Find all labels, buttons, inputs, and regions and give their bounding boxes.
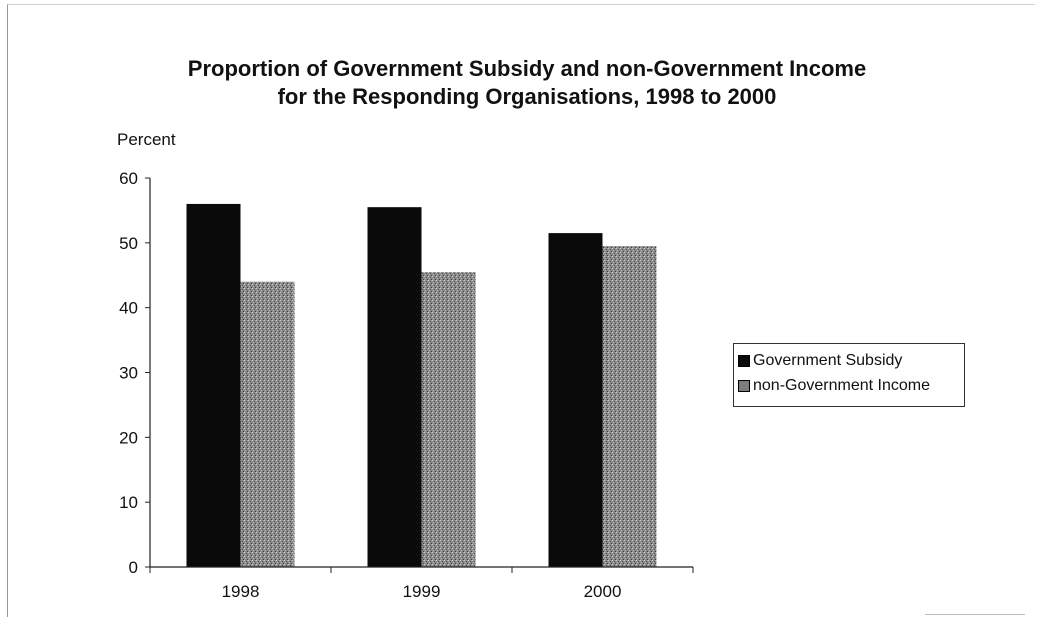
y-tick-label: 60 bbox=[119, 169, 138, 188]
y-tick-label: 0 bbox=[129, 558, 138, 577]
bar-government-subsidy-2000 bbox=[548, 233, 603, 567]
chart-frame bbox=[7, 4, 1035, 617]
bar-non-government-income-1998 bbox=[240, 281, 295, 567]
legend-item-non-government-income: non-Government Income bbox=[738, 375, 930, 397]
y-tick-label: 40 bbox=[119, 299, 138, 318]
y-tick-label: 50 bbox=[119, 234, 138, 253]
legend-label: non-Government Income bbox=[753, 377, 930, 394]
scan-artifact-line bbox=[925, 614, 1025, 615]
legend-label: Government Subsidy bbox=[753, 352, 903, 369]
y-tick-label: 10 bbox=[119, 493, 138, 512]
legend-item-government-subsidy: Government Subsidy bbox=[738, 350, 902, 372]
x-tick-label: 2000 bbox=[584, 582, 622, 601]
bar-government-subsidy-1999 bbox=[367, 207, 422, 568]
bar-non-government-income-1999 bbox=[421, 272, 476, 567]
y-tick-label: 30 bbox=[119, 364, 138, 383]
bar-government-subsidy-1998 bbox=[186, 203, 241, 567]
x-tick-label: 1998 bbox=[222, 582, 260, 601]
x-tick-label: 1999 bbox=[403, 582, 441, 601]
bar-non-government-income-2000 bbox=[602, 246, 657, 567]
legend-swatch bbox=[738, 355, 750, 367]
y-axis-label: Percent bbox=[117, 130, 176, 149]
chart-legend: Government Subsidy non-Government Income bbox=[733, 343, 965, 407]
y-tick-label: 20 bbox=[119, 428, 138, 447]
legend-swatch bbox=[738, 380, 750, 392]
